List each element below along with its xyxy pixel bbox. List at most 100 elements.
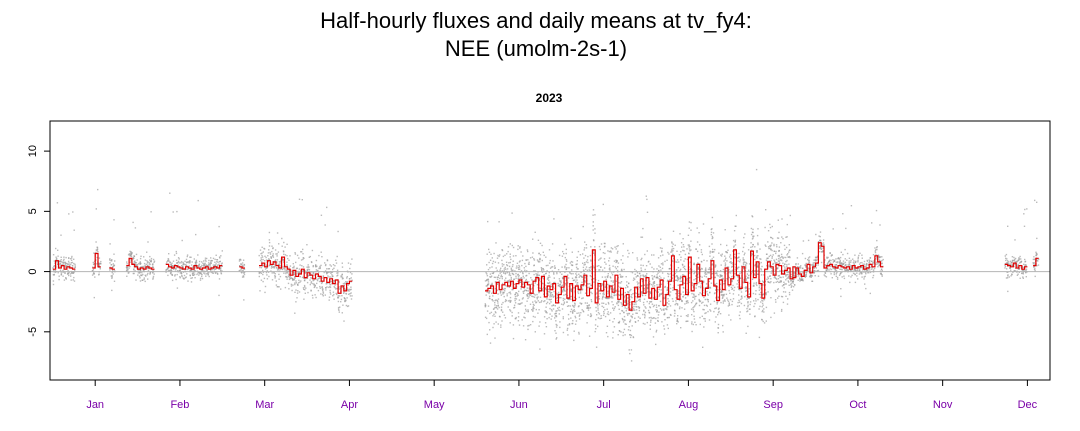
half-hourly-point xyxy=(727,305,730,307)
half-hourly-point xyxy=(575,263,577,266)
half-hourly-point xyxy=(1024,270,1026,272)
half-hourly-point xyxy=(613,260,616,262)
half-hourly-point xyxy=(664,308,666,310)
half-hourly-point xyxy=(112,266,114,268)
half-hourly-point xyxy=(720,274,722,277)
half-hourly-point xyxy=(581,297,583,300)
half-hourly-point xyxy=(498,274,500,276)
half-hourly-point xyxy=(597,282,599,284)
half-hourly-point xyxy=(1036,201,1038,203)
half-hourly-point xyxy=(489,329,491,331)
half-hourly-point xyxy=(647,309,650,312)
half-hourly-point xyxy=(283,259,285,261)
half-hourly-point xyxy=(769,275,771,277)
half-hourly-point xyxy=(341,295,343,297)
half-hourly-point xyxy=(824,272,827,274)
half-hourly-point xyxy=(649,292,652,295)
half-hourly-point xyxy=(745,267,747,269)
half-hourly-point xyxy=(528,296,530,298)
half-hourly-point xyxy=(876,248,878,251)
half-hourly-point xyxy=(868,261,870,264)
half-hourly-point xyxy=(299,272,302,274)
half-hourly-point xyxy=(567,313,570,316)
half-hourly-point xyxy=(722,268,725,271)
half-hourly-point xyxy=(682,266,685,268)
half-hourly-point xyxy=(772,237,774,240)
half-hourly-point xyxy=(553,290,555,293)
half-hourly-point xyxy=(789,256,791,259)
half-hourly-point xyxy=(636,312,638,314)
half-hourly-point xyxy=(274,261,276,264)
half-hourly-point xyxy=(549,294,551,297)
half-hourly-point xyxy=(280,261,282,263)
half-hourly-point xyxy=(132,221,134,224)
half-hourly-point xyxy=(858,273,861,275)
half-hourly-point xyxy=(67,260,70,263)
half-hourly-point xyxy=(564,271,566,273)
half-hourly-point xyxy=(546,270,548,272)
half-hourly-point xyxy=(133,272,135,275)
half-hourly-point xyxy=(541,270,543,272)
half-hourly-point xyxy=(507,246,510,248)
half-hourly-point xyxy=(822,244,824,246)
half-hourly-point xyxy=(599,292,601,295)
half-hourly-point xyxy=(488,291,491,293)
half-hourly-point xyxy=(619,330,621,332)
half-hourly-point xyxy=(705,283,708,285)
half-hourly-point xyxy=(689,268,691,271)
half-hourly-point xyxy=(152,277,154,279)
half-hourly-point xyxy=(701,293,703,295)
half-hourly-point xyxy=(570,273,572,275)
half-hourly-point xyxy=(652,283,655,285)
half-hourly-point xyxy=(67,273,69,275)
half-hourly-point xyxy=(1014,258,1016,261)
half-hourly-point xyxy=(311,294,314,297)
half-hourly-point xyxy=(312,265,314,268)
half-hourly-point xyxy=(538,274,540,276)
half-hourly-point xyxy=(857,268,859,270)
half-hourly-point xyxy=(592,250,595,252)
half-hourly-point xyxy=(624,305,626,307)
half-hourly-point xyxy=(709,268,711,271)
half-hourly-point xyxy=(550,285,552,288)
half-hourly-point xyxy=(268,258,270,260)
half-hourly-point xyxy=(550,301,552,303)
half-hourly-point xyxy=(219,268,222,270)
half-hourly-point xyxy=(586,307,588,309)
half-hourly-point xyxy=(738,294,740,296)
half-hourly-point xyxy=(878,264,880,267)
half-hourly-point xyxy=(723,260,725,262)
half-hourly-point xyxy=(718,252,720,254)
half-hourly-point xyxy=(608,313,610,316)
half-hourly-point xyxy=(59,269,62,271)
half-hourly-point xyxy=(716,272,718,275)
half-hourly-point xyxy=(293,273,295,276)
half-hourly-point xyxy=(699,323,701,326)
half-hourly-point xyxy=(543,287,545,289)
half-hourly-point xyxy=(171,262,173,264)
half-hourly-point xyxy=(627,256,629,258)
half-hourly-point xyxy=(1026,208,1028,210)
half-hourly-point xyxy=(869,257,872,259)
half-hourly-point xyxy=(805,266,807,268)
half-hourly-point xyxy=(590,265,592,268)
half-hourly-point xyxy=(297,282,300,284)
half-hourly-point xyxy=(95,249,97,251)
half-hourly-point xyxy=(568,305,570,307)
half-hourly-point xyxy=(327,268,330,270)
half-hourly-point xyxy=(135,265,137,267)
half-hourly-point xyxy=(597,307,599,309)
half-hourly-point xyxy=(216,259,219,261)
half-hourly-point xyxy=(694,298,696,300)
half-hourly-point xyxy=(340,298,343,301)
half-hourly-point xyxy=(1004,255,1006,257)
half-hourly-point xyxy=(699,292,701,294)
half-hourly-point xyxy=(875,254,877,256)
half-hourly-point xyxy=(1036,237,1038,240)
half-hourly-point xyxy=(501,270,503,272)
half-hourly-point xyxy=(303,279,306,282)
half-hourly-point xyxy=(546,301,549,303)
half-hourly-point xyxy=(834,269,837,271)
half-hourly-point xyxy=(203,260,205,262)
half-hourly-point xyxy=(133,255,135,257)
